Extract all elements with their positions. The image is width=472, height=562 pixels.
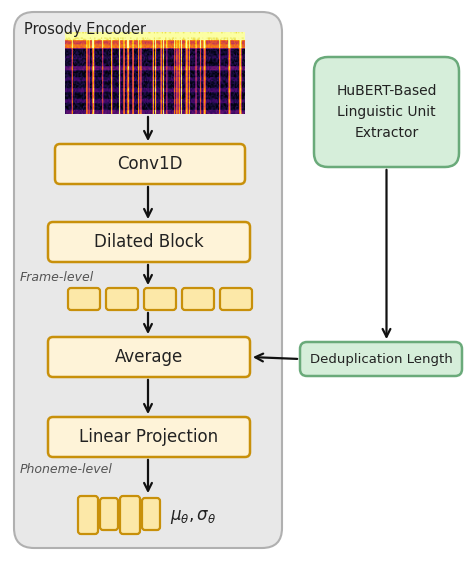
Text: HuBERT-Based
Linguistic Unit
Extractor: HuBERT-Based Linguistic Unit Extractor xyxy=(336,84,437,139)
Text: Dilated Block: Dilated Block xyxy=(94,233,204,251)
FancyBboxPatch shape xyxy=(78,496,98,534)
FancyBboxPatch shape xyxy=(55,144,245,184)
FancyBboxPatch shape xyxy=(142,498,160,530)
FancyBboxPatch shape xyxy=(14,12,282,548)
FancyBboxPatch shape xyxy=(300,342,462,376)
Text: Phoneme-level: Phoneme-level xyxy=(20,463,113,476)
Text: Deduplication Length: Deduplication Length xyxy=(310,352,452,365)
Text: Linear Projection: Linear Projection xyxy=(79,428,219,446)
FancyBboxPatch shape xyxy=(144,288,176,310)
FancyBboxPatch shape xyxy=(106,288,138,310)
FancyBboxPatch shape xyxy=(120,496,140,534)
FancyBboxPatch shape xyxy=(48,417,250,457)
Text: $\mu_\theta, \sigma_\theta$: $\mu_\theta, \sigma_\theta$ xyxy=(170,508,216,526)
Text: Conv1D: Conv1D xyxy=(117,155,183,173)
Text: Frame-level: Frame-level xyxy=(20,271,94,284)
FancyBboxPatch shape xyxy=(48,222,250,262)
FancyBboxPatch shape xyxy=(48,337,250,377)
FancyBboxPatch shape xyxy=(100,498,118,530)
FancyBboxPatch shape xyxy=(220,288,252,310)
FancyBboxPatch shape xyxy=(68,288,100,310)
Text: Prosody Encoder: Prosody Encoder xyxy=(24,22,146,37)
FancyBboxPatch shape xyxy=(314,57,459,167)
Text: Average: Average xyxy=(115,348,183,366)
FancyBboxPatch shape xyxy=(182,288,214,310)
